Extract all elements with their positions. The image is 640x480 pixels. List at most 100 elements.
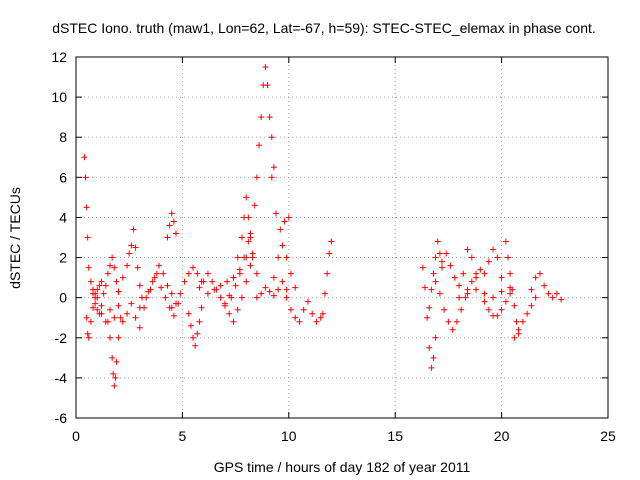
data-point: [262, 284, 269, 291]
data-points: [81, 64, 565, 389]
y-tick-label: 0: [59, 290, 67, 306]
data-point: [151, 274, 158, 281]
data-point: [155, 262, 162, 269]
data-point: [221, 302, 228, 309]
data-point: [443, 250, 450, 257]
data-point: [524, 310, 531, 317]
series-arc6: [98, 300, 143, 325]
data-point: [549, 294, 556, 301]
series-arc22: [253, 278, 290, 301]
data-point: [439, 264, 446, 271]
data-point: [268, 174, 275, 181]
data-point: [258, 114, 265, 121]
data-point: [502, 238, 509, 245]
data-point: [200, 278, 207, 285]
data-point: [536, 270, 543, 277]
data-point: [432, 334, 439, 341]
x-tick-label: 10: [281, 428, 297, 444]
data-point: [166, 222, 173, 229]
data-point: [187, 322, 194, 329]
data-point: [490, 246, 497, 253]
data-point: [245, 214, 252, 221]
data-point: [528, 302, 535, 309]
data-point: [292, 314, 299, 321]
series-arc5: [115, 226, 145, 301]
data-point: [317, 314, 324, 321]
series-arc19: [270, 242, 299, 291]
data-point: [113, 278, 120, 285]
data-point: [107, 262, 114, 269]
series-arc16: [228, 238, 260, 301]
data-point: [292, 284, 299, 291]
data-point: [82, 174, 89, 181]
data-point: [177, 290, 184, 297]
series-arc26: [439, 246, 480, 289]
y-tick-label: 8: [59, 129, 67, 145]
data-point: [119, 318, 126, 325]
series-arc21: [319, 238, 335, 317]
data-point: [445, 318, 452, 325]
data-point: [238, 294, 245, 301]
data-point: [190, 334, 197, 341]
series-arc2: [83, 278, 105, 341]
data-point: [468, 254, 475, 261]
data-point: [519, 318, 526, 325]
series-arc17: [243, 64, 277, 261]
data-point: [149, 278, 156, 285]
data-point: [98, 310, 105, 317]
data-point: [243, 194, 250, 201]
data-point: [449, 326, 456, 333]
data-point: [328, 238, 335, 245]
data-point: [507, 270, 514, 277]
data-point: [230, 318, 237, 325]
data-point: [238, 234, 245, 241]
series-arc32: [528, 270, 565, 303]
data-point: [266, 288, 273, 295]
data-point: [494, 254, 501, 261]
data-point: [287, 306, 294, 313]
y-tick-label: -6: [55, 410, 68, 426]
data-point: [226, 310, 233, 317]
data-point: [92, 294, 99, 301]
series-arc15: [230, 194, 256, 281]
data-point: [119, 274, 126, 281]
data-point: [234, 306, 241, 313]
data-point: [270, 164, 277, 171]
data-point: [158, 284, 165, 291]
data-point: [87, 278, 94, 285]
data-point: [251, 202, 258, 209]
data-point: [309, 310, 316, 317]
series-arc29: [456, 284, 514, 301]
data-point: [204, 270, 211, 277]
data-point: [217, 282, 224, 289]
data-point: [111, 264, 118, 271]
series-arc9: [164, 210, 180, 241]
data-point: [130, 226, 137, 233]
data-point: [115, 302, 122, 309]
data-point: [498, 306, 505, 313]
series-arc24: [426, 238, 446, 311]
data-point: [473, 286, 480, 293]
data-point: [279, 242, 286, 249]
data-point: [283, 254, 290, 261]
data-point: [541, 282, 548, 289]
data-point: [90, 290, 97, 297]
data-point: [124, 262, 131, 269]
data-point: [273, 210, 280, 217]
data-point: [504, 254, 511, 261]
data-point: [128, 242, 135, 249]
series-arc14: [221, 262, 254, 325]
data-point: [109, 254, 116, 261]
data-point: [473, 274, 480, 281]
data-point: [481, 270, 488, 277]
data-point: [102, 318, 109, 325]
data-point: [234, 254, 241, 261]
data-point: [324, 270, 331, 277]
series-arc30: [502, 238, 522, 337]
x-tick-label: 0: [72, 428, 80, 444]
x-axis-label: GPS time / hours of day 182 of year 2011: [214, 459, 471, 475]
data-point: [513, 318, 520, 325]
data-point: [281, 218, 288, 225]
data-point: [432, 254, 439, 261]
